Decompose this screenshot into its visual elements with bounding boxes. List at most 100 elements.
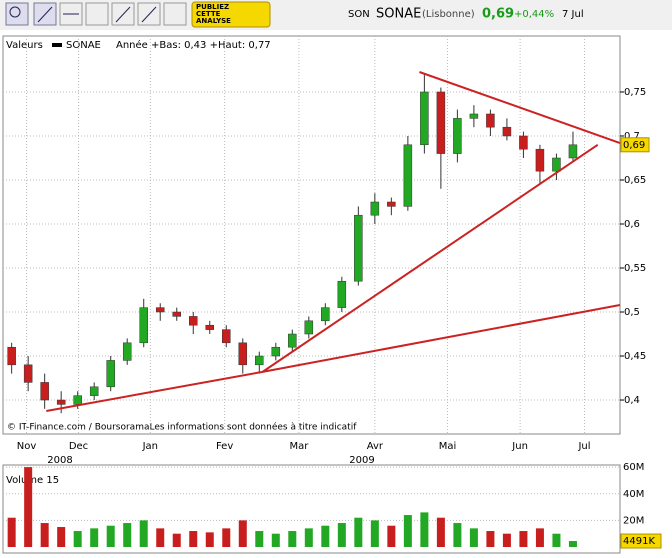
- legend-series: SONAE: [66, 40, 101, 51]
- candle-body: [23, 364, 33, 383]
- last-price-box: [620, 137, 650, 153]
- quote-market: (Lisbonne): [422, 9, 475, 20]
- legend-swatch: [52, 43, 62, 47]
- candle-body: [271, 346, 281, 357]
- candle-body: [172, 311, 181, 317]
- candle-body: [238, 342, 248, 366]
- year-label: 2008: [47, 455, 72, 466]
- quote-change: +0,44%: [514, 9, 554, 20]
- publish-badge[interactable]: [191, 1, 271, 28]
- candle-body: [519, 135, 528, 150]
- trendline: [46, 370, 263, 413]
- volume-bar: [7, 517, 16, 547]
- x-tick-label: Mar: [289, 441, 309, 452]
- volume-bar: [420, 512, 429, 547]
- volume-bar: [387, 525, 396, 547]
- volume-bar: [321, 525, 330, 547]
- x-tick-label: Jul: [577, 441, 590, 452]
- price-panel: [2, 35, 621, 435]
- volume-bar: [370, 520, 379, 547]
- candle-body: [205, 324, 215, 330]
- delete-tool[interactable]: [163, 2, 187, 26]
- candle-body: [502, 126, 512, 137]
- trendline: [419, 71, 621, 144]
- candle-body: [73, 395, 82, 405]
- candle-body: [370, 201, 380, 216]
- volume-bar: [222, 528, 231, 547]
- volume-bar: [354, 517, 363, 547]
- candle-body: [155, 307, 165, 313]
- volume-bar: [552, 533, 561, 547]
- volume-bar: [238, 520, 247, 547]
- quote-date: 7 Jul: [562, 9, 584, 20]
- trendline: [262, 303, 621, 373]
- x-tick-label: Fev: [216, 441, 233, 452]
- x-tick-label: Nov: [17, 441, 37, 452]
- candle-body: [486, 113, 495, 128]
- volume-bar: [189, 531, 198, 547]
- year-label: 2009: [349, 455, 374, 466]
- volume-bar: [453, 523, 462, 547]
- volume-bar: [469, 528, 478, 547]
- volume-bar: [519, 531, 528, 547]
- trendline: [262, 143, 599, 373]
- candle-body: [188, 316, 198, 326]
- icon: [37, 6, 53, 23]
- candle-body: [304, 320, 314, 335]
- quote-name: SONAE: [376, 7, 421, 22]
- y-tick-label: 60M: [623, 462, 644, 473]
- candle-body: [106, 360, 115, 388]
- volume-bar: [568, 541, 577, 547]
- volume-panel: [2, 464, 621, 554]
- x-tick-label: Jun: [511, 441, 528, 452]
- volume-title: Volume 15: [6, 475, 59, 486]
- candle-body: [122, 342, 132, 361]
- legend-label: Valeurs: [6, 40, 43, 51]
- badge-text: PUBLIEZ: [196, 3, 229, 11]
- candle-body: [469, 113, 479, 119]
- volume-bar: [255, 531, 264, 547]
- last-volume-box: [620, 533, 662, 549]
- volume-bar: [304, 528, 313, 547]
- quote-code: SON: [348, 9, 370, 20]
- candle-body: [40, 382, 49, 401]
- icon: [115, 6, 131, 23]
- volume-bar: [40, 523, 49, 547]
- volume-bar: [90, 528, 99, 547]
- x-tick-label: Mai: [439, 441, 457, 452]
- y-tick-label: 40M: [623, 489, 644, 500]
- volume-bar: [106, 525, 115, 547]
- volume-bar: [271, 533, 280, 547]
- volume-bar: [57, 527, 66, 547]
- y-tick-label: 0,55: [624, 263, 646, 274]
- y-tick-label: 0,45: [624, 351, 646, 362]
- volume-bar: [535, 528, 544, 547]
- range-label: Année +Bas: 0,43 +Haut: 0,77: [116, 39, 271, 51]
- y-tick-label: 0,75: [624, 87, 646, 98]
- candle-body: [222, 329, 231, 344]
- candle-body: [354, 214, 363, 282]
- y-tick-label: 0,6: [624, 219, 640, 230]
- candle-body: [7, 346, 16, 366]
- y-tick-label: 0,5: [624, 307, 640, 318]
- candle-body: [288, 333, 297, 348]
- volume-bar: [486, 531, 495, 547]
- x-tick-label: Dec: [69, 441, 88, 452]
- y-tick-label: 0,4: [624, 395, 640, 406]
- volume-bar: [156, 528, 165, 547]
- zoom-tool[interactable]: [5, 2, 29, 26]
- volume-bar: [288, 531, 297, 547]
- volume-bar: [73, 531, 82, 547]
- candle-body: [535, 148, 545, 172]
- candle-body: [139, 307, 148, 344]
- badge-text: CETTE: [196, 10, 221, 18]
- y-tick-label: 0,65: [624, 175, 646, 186]
- y-tick-label: 0,7: [624, 131, 640, 142]
- candle-body: [403, 144, 413, 207]
- candle-body: [387, 201, 396, 207]
- volume-bar: [502, 533, 511, 547]
- fibo-tool[interactable]: [85, 2, 109, 26]
- y-tick-label: 20M: [623, 515, 644, 526]
